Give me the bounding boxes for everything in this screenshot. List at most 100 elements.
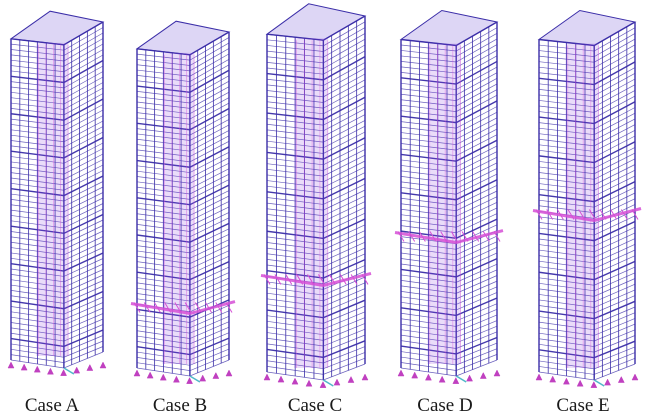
core-bracing [162, 52, 195, 365]
tower-model-b [130, 20, 236, 384]
case-c-label: Case C [288, 395, 342, 416]
core-bracing [293, 38, 329, 368]
support-icon [7, 361, 15, 369]
support-icon [397, 369, 405, 377]
support-icon [60, 369, 67, 376]
outrigger-brace [263, 274, 271, 285]
support-icon [47, 367, 54, 375]
support-icon [361, 373, 369, 381]
support-icon [199, 374, 207, 382]
tower-model-d [394, 9, 504, 384]
outrigger-brace [350, 274, 358, 285]
outrigger-band [260, 271, 372, 287]
support-icon [146, 371, 154, 379]
outrigger-brace [429, 231, 437, 242]
outrigger-brace [274, 274, 282, 285]
support-icon [631, 373, 639, 381]
outrigger-brace [339, 274, 347, 285]
outrigger-brace [493, 231, 501, 242]
support-icon [438, 375, 446, 383]
support-icon [319, 381, 327, 388]
outrigger-brace [440, 231, 448, 242]
base-axis-marker [593, 379, 605, 387]
base-axis-marker [455, 375, 467, 383]
support-icon [333, 378, 341, 386]
support-icon [33, 365, 41, 373]
support-icon [425, 373, 432, 381]
outrigger-brace [194, 302, 202, 313]
roof-slab [537, 9, 637, 47]
support-icon [305, 379, 313, 387]
outrigger-brace [588, 209, 596, 220]
tower-model-c [260, 3, 372, 388]
outrigger-brace [285, 274, 293, 285]
base-axis-marker [63, 367, 75, 375]
outrigger-brace [184, 302, 192, 313]
support-icon [590, 381, 598, 388]
support-icon [452, 377, 460, 384]
outrigger-brace [599, 209, 607, 220]
support-icon [159, 373, 167, 381]
support-icon [20, 363, 28, 371]
outrigger-brace [620, 209, 628, 220]
tower-model-e [532, 9, 642, 388]
support-icon [411, 371, 419, 379]
outrigger-brace [546, 209, 554, 220]
core-bracing [36, 42, 69, 357]
case-d-label: Case D [417, 395, 472, 416]
outrigger-brace [418, 231, 426, 242]
outrigger-brace [361, 274, 369, 285]
outrigger-brace [567, 209, 575, 220]
support-icon [133, 369, 141, 377]
outrigger-brace [318, 274, 325, 285]
support-icon [576, 379, 584, 387]
outrigger-brace [578, 209, 586, 220]
base-axis-marker [189, 375, 201, 383]
support-icon [212, 371, 220, 379]
support-icon [549, 375, 557, 383]
support-icon [493, 369, 501, 377]
support-icon [617, 375, 625, 383]
outrigger-band [532, 207, 642, 223]
support-icon [263, 373, 271, 381]
support-icon [173, 375, 180, 383]
support-icon [466, 374, 473, 382]
outrigger-brace [535, 209, 543, 220]
outrigger-brace [143, 302, 151, 313]
outrigger-brace [164, 302, 172, 313]
outrigger-brace [205, 302, 212, 313]
outrigger-brace [450, 231, 458, 242]
support-icon [277, 375, 285, 383]
support-icon [535, 373, 543, 381]
support-icon [73, 366, 81, 374]
outrigger-brace [408, 231, 416, 242]
core-bracing [565, 43, 599, 368]
outrigger-band [130, 300, 236, 316]
support-icon [347, 375, 355, 383]
support-icon [291, 377, 299, 385]
outrigger-brace [307, 274, 314, 285]
outrigger-brace [556, 209, 564, 220]
base-axis-marker [322, 379, 334, 387]
support-icon [99, 361, 107, 369]
outrigger-brace [482, 231, 490, 242]
roof-slab [399, 9, 499, 47]
support-icon [86, 363, 94, 371]
outrigger-brace [461, 231, 469, 242]
outrigger-brace [631, 209, 639, 220]
outrigger-brace [215, 302, 223, 313]
support-icon [563, 377, 570, 385]
case-e-label: Case E [556, 395, 609, 416]
support-icon [479, 371, 487, 379]
core-bracing [427, 43, 461, 364]
tower-model-a [7, 10, 107, 376]
outrigger-brace [328, 274, 336, 285]
support-icon [604, 378, 611, 386]
case-labels: Case A Case B Case C Case D Case E [25, 395, 610, 416]
support-icon [186, 377, 193, 384]
support-icon [225, 369, 233, 377]
outrigger-brace [472, 231, 480, 242]
case-a-label: Case A [25, 395, 80, 416]
case-b-label: Case B [153, 395, 207, 416]
